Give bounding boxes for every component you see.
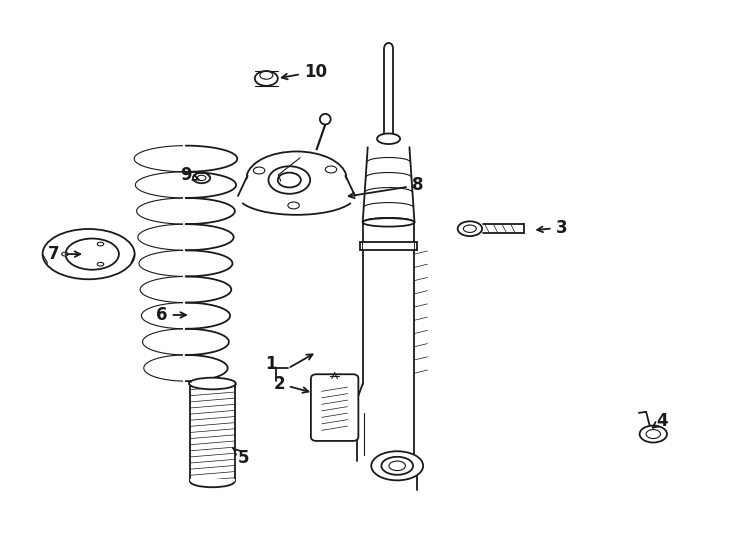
Ellipse shape: [646, 429, 661, 438]
Text: 8: 8: [349, 177, 423, 198]
Ellipse shape: [377, 133, 400, 144]
Ellipse shape: [277, 173, 301, 187]
Ellipse shape: [363, 218, 415, 227]
Ellipse shape: [382, 457, 413, 475]
Text: 1: 1: [265, 355, 277, 373]
Ellipse shape: [62, 252, 68, 256]
Text: 9: 9: [180, 166, 198, 184]
Text: 10: 10: [282, 63, 327, 80]
Text: 3: 3: [537, 219, 567, 237]
Ellipse shape: [43, 229, 134, 279]
Ellipse shape: [288, 202, 299, 209]
Ellipse shape: [371, 451, 424, 481]
Ellipse shape: [189, 377, 236, 389]
Ellipse shape: [97, 262, 103, 266]
Ellipse shape: [97, 242, 103, 246]
Ellipse shape: [269, 166, 310, 194]
Ellipse shape: [197, 176, 206, 180]
Bar: [190, 479, 235, 484]
Ellipse shape: [320, 114, 331, 124]
Ellipse shape: [639, 426, 667, 442]
Ellipse shape: [260, 71, 273, 79]
Text: 6: 6: [156, 306, 186, 324]
Bar: [363, 242, 415, 250]
Ellipse shape: [255, 71, 277, 86]
Text: 2: 2: [274, 375, 308, 393]
Ellipse shape: [65, 239, 119, 269]
Ellipse shape: [463, 225, 476, 232]
Ellipse shape: [389, 461, 405, 470]
Ellipse shape: [193, 173, 210, 183]
FancyBboxPatch shape: [311, 374, 358, 441]
Ellipse shape: [325, 166, 337, 173]
Ellipse shape: [253, 167, 265, 174]
Text: 4: 4: [653, 412, 668, 430]
Text: 7: 7: [48, 245, 80, 263]
Text: 5: 5: [233, 448, 249, 467]
Ellipse shape: [457, 221, 482, 236]
